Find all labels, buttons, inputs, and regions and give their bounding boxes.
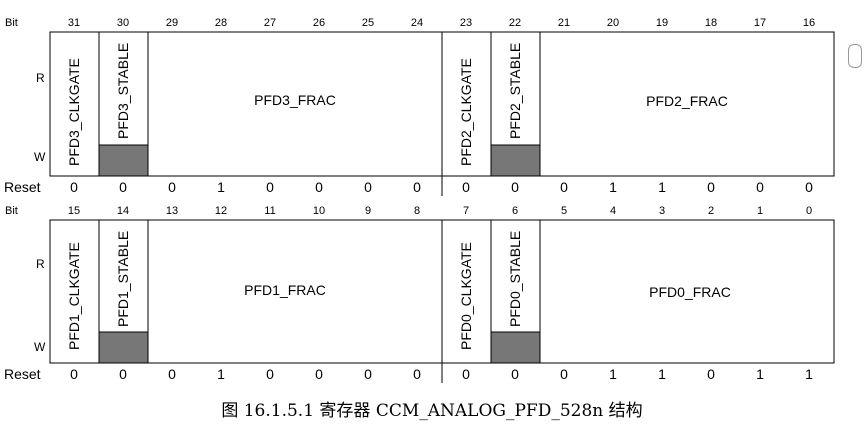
bit-number: 0 — [806, 205, 812, 217]
bit-number: 10 — [313, 205, 325, 217]
bit-number: 3 — [659, 205, 665, 217]
bit-number: 29 — [166, 17, 178, 29]
field-stable: PFD0_STABLE — [507, 231, 523, 327]
bit-number: 30 — [117, 17, 129, 29]
reset-value: 0 — [119, 366, 127, 382]
bit-number: 12 — [215, 205, 227, 217]
reset-value: 0 — [168, 179, 176, 195]
reset-value: 0 — [560, 366, 568, 382]
field-frac: PFD3_FRAC — [254, 92, 336, 108]
bottom-bit-numbers: 15 14 13 12 11 10 9 8 7 6 5 4 3 2 1 0 — [68, 205, 812, 217]
bit-number: 1 — [757, 205, 763, 217]
bottom-register: Bit 15 14 13 12 11 10 9 8 7 6 5 4 3 2 1 … — [4, 205, 835, 383]
bottom-reset-values: 0 0 0 1 0 0 0 0 0 0 0 1 1 0 1 1 — [70, 366, 813, 382]
field-clkgate: PFD3_CLKGATE — [66, 58, 82, 166]
bit-label: Bit — [5, 17, 18, 29]
bit-number: 28 — [215, 17, 227, 29]
read-label: R — [36, 257, 45, 271]
bit-number: 14 — [117, 205, 129, 217]
reset-value: 0 — [266, 366, 274, 382]
bit-number: 31 — [68, 17, 80, 29]
field-clkgate: PFD0_CLKGATE — [458, 242, 474, 350]
field-stable: PFD3_STABLE — [115, 43, 131, 139]
reset-value: 0 — [168, 366, 176, 382]
reset-value: 0 — [413, 366, 421, 382]
bit-number: 16 — [803, 17, 815, 29]
bit-number: 15 — [68, 205, 80, 217]
reset-value: 1 — [217, 179, 225, 195]
reset-label: Reset — [4, 179, 41, 195]
reset-value: 0 — [70, 179, 78, 195]
bit-number: 13 — [166, 205, 178, 217]
bit-label: Bit — [5, 205, 18, 217]
reset-value: 0 — [511, 366, 519, 382]
reset-value: 0 — [462, 179, 470, 195]
reset-label: Reset — [4, 366, 41, 382]
top-register: Bit 31 30 29 28 27 26 25 24 23 22 21 20 … — [4, 17, 835, 196]
reset-value: 0 — [315, 366, 323, 382]
reserved-write-cell — [490, 331, 541, 364]
bit-number: 26 — [313, 17, 325, 29]
reset-value: 0 — [511, 179, 519, 195]
bit-number: 17 — [754, 17, 766, 29]
bit-number: 21 — [558, 17, 570, 29]
reset-value: 0 — [266, 179, 274, 195]
reset-value: 1 — [609, 179, 617, 195]
field-frac: PFD1_FRAC — [244, 282, 326, 298]
bit-number: 25 — [362, 17, 374, 29]
reset-value: 0 — [364, 179, 372, 195]
reset-value: 0 — [364, 366, 372, 382]
reset-value: 1 — [658, 179, 666, 195]
reserved-write-cell — [490, 144, 541, 177]
reset-value: 1 — [756, 366, 764, 382]
bit-number: 27 — [264, 17, 276, 29]
bit-number: 8 — [414, 205, 420, 217]
read-label: R — [36, 71, 45, 85]
reset-value: 0 — [707, 179, 715, 195]
reserved-write-cell — [98, 331, 149, 364]
reset-value: 0 — [756, 179, 764, 195]
bit-number: 22 — [509, 17, 521, 29]
reset-value: 1 — [217, 366, 225, 382]
bit-number: 9 — [365, 205, 371, 217]
reserved-write-cell — [98, 144, 149, 177]
field-frac: PFD0_FRAC — [649, 284, 731, 300]
field-clkgate: PFD1_CLKGATE — [66, 242, 82, 350]
reset-value: 1 — [658, 366, 666, 382]
bit-number: 19 — [656, 17, 668, 29]
bit-number: 23 — [460, 17, 472, 29]
bit-number: 2 — [708, 205, 714, 217]
write-label: W — [34, 340, 46, 354]
reset-value: 1 — [609, 366, 617, 382]
reset-value: 1 — [805, 366, 813, 382]
field-stable: PFD2_STABLE — [507, 43, 523, 139]
write-label: W — [34, 150, 46, 164]
top-bit-numbers: 31 30 29 28 27 26 25 24 23 22 21 20 19 1… — [68, 17, 815, 29]
top-reset-values: 0 0 0 1 0 0 0 0 0 0 0 1 1 0 0 0 — [70, 179, 813, 195]
reset-value: 0 — [315, 179, 323, 195]
field-frac: PFD2_FRAC — [646, 93, 728, 109]
reset-value: 0 — [70, 366, 78, 382]
bit-number: 20 — [607, 17, 619, 29]
field-stable: PFD1_STABLE — [115, 231, 131, 327]
bit-number: 4 — [610, 205, 616, 217]
reset-value: 0 — [805, 179, 813, 195]
bit-number: 6 — [512, 205, 518, 217]
bit-number: 7 — [463, 205, 469, 217]
scrollbar-thumb[interactable] — [848, 44, 862, 68]
reset-value: 0 — [413, 179, 421, 195]
reset-value: 0 — [560, 179, 568, 195]
bit-number: 5 — [561, 205, 567, 217]
reset-value: 0 — [462, 366, 470, 382]
bit-number: 11 — [264, 205, 275, 217]
bit-number: 18 — [705, 17, 717, 29]
figure-caption: 图 16.1.5.1 寄存器 CCM_ANALOG_PFD_528n 结构 — [221, 401, 642, 421]
bit-number: 24 — [411, 17, 423, 29]
field-clkgate: PFD2_CLKGATE — [458, 58, 474, 166]
reset-value: 0 — [119, 179, 127, 195]
reset-value: 0 — [707, 366, 715, 382]
